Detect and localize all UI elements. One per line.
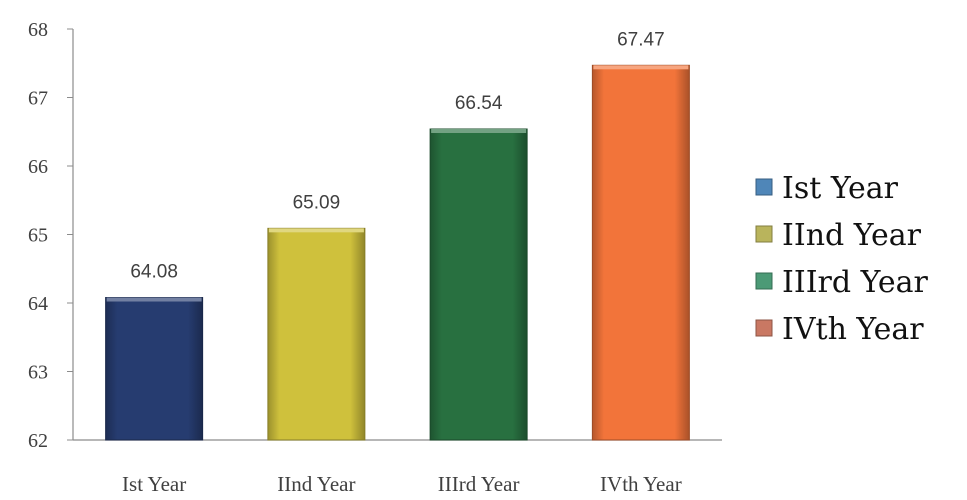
y-tick-label: 66 — [28, 156, 48, 178]
y-tick-label: 63 — [28, 362, 48, 384]
legend-label: IVth Year — [782, 312, 924, 347]
legend-swatch — [755, 272, 773, 290]
data-label: 67.47 — [617, 29, 665, 50]
category-label: IIIrd Year — [438, 472, 520, 496]
bar-top-highlight — [268, 228, 364, 233]
legend: Ist Year IInd Year IIIrd Year IVth Year — [755, 171, 928, 347]
category-label: IInd Year — [277, 472, 355, 496]
legend-swatch — [755, 319, 773, 337]
category-label: Ist Year — [122, 472, 186, 496]
legend-label: IIIrd Year — [782, 265, 928, 300]
bar-top-highlight — [106, 297, 202, 302]
legend-label: IInd Year — [782, 218, 922, 253]
bars — [105, 64, 690, 441]
legend-swatch — [755, 178, 773, 196]
data-label: 66.54 — [455, 93, 503, 114]
bar-ivth-year — [591, 64, 690, 441]
y-tick-label: 64 — [28, 293, 48, 315]
data-label: 65.09 — [293, 192, 341, 213]
data-labels: 64.08 65.09 66.54 67.47 — [130, 29, 664, 282]
category-labels: Ist Year IInd Year IIIrd Year IVth Year — [122, 472, 682, 496]
legend-swatch — [755, 225, 773, 243]
y-tick-label: 65 — [28, 225, 48, 247]
y-tick-label: 68 — [28, 19, 48, 41]
data-label: 64.08 — [130, 262, 178, 283]
y-tick-label: 62 — [28, 430, 48, 452]
bar-top-highlight — [593, 65, 689, 70]
bar-iind-year — [267, 227, 366, 441]
category-label: IVth Year — [600, 472, 682, 496]
bar-iiird-year — [429, 128, 528, 441]
bar-top-highlight — [431, 129, 527, 134]
bar-ist-year — [105, 297, 204, 441]
y-tick-label: 67 — [28, 88, 48, 110]
y-axis-ticks: 62 63 64 65 66 67 68 — [28, 19, 73, 452]
legend-label: Ist Year — [782, 171, 899, 206]
